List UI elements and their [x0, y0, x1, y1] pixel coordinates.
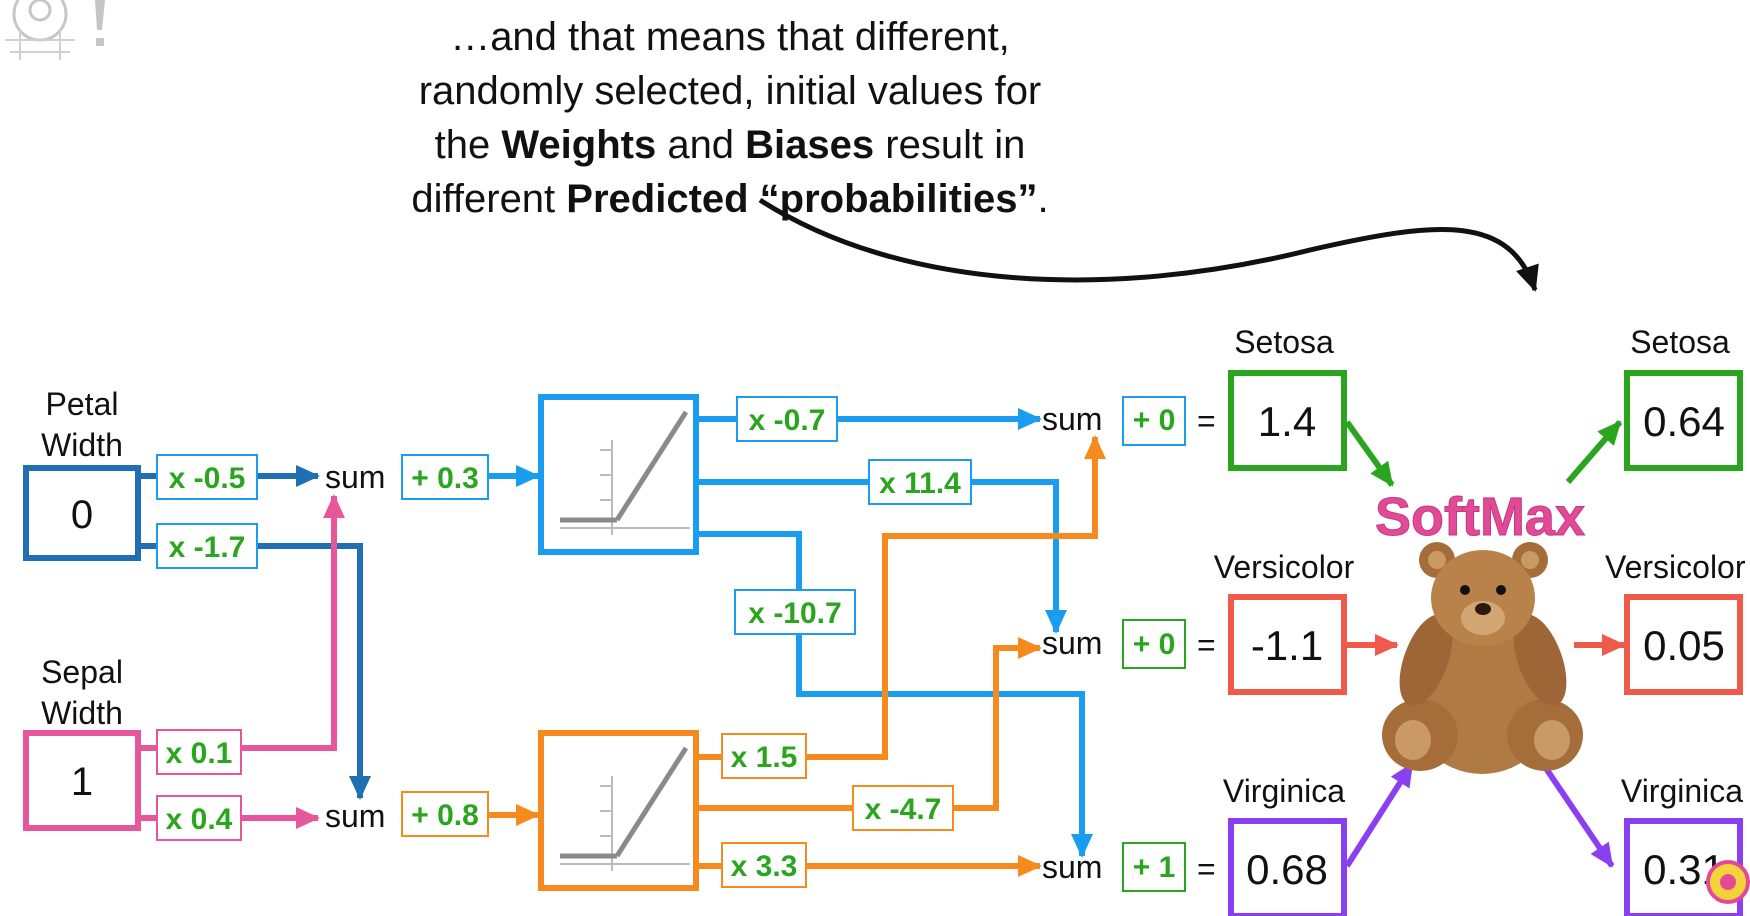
- caption-weights: Weights: [501, 123, 657, 167]
- caption-predicted: Predicted “probabilities”: [566, 177, 1038, 221]
- bias-top: + 0.3: [411, 462, 479, 495]
- weight-n2-virginica: x 3.3: [731, 850, 798, 883]
- caption-line-3-a: the: [434, 123, 502, 167]
- weight-n1-versicolor: x 11.4: [879, 467, 961, 500]
- pointer-arrow: [758, 197, 1539, 292]
- petal-input-value: 0: [71, 493, 93, 537]
- raw-label-versicolor: Versicolor: [1214, 549, 1355, 585]
- edge-n1-versicolor: [696, 479, 1067, 634]
- weight-box-petal-bottom: [156, 523, 258, 569]
- output-sum-versicolor: sum: [1042, 625, 1102, 661]
- edge-softmax-to-setosa: [1565, 420, 1623, 484]
- raw-box-versicolor: [1228, 594, 1347, 695]
- sepal-label-2: Width: [41, 695, 123, 731]
- weight-box-n1-versicolor: [868, 459, 972, 505]
- softmax-label: SoftMax: [1375, 487, 1585, 547]
- weight-box-petal-top: [156, 454, 258, 500]
- prob-label-setosa: Setosa: [1630, 324, 1730, 360]
- caption: …and that means that different, randomly…: [300, 10, 1160, 226]
- caption-line-3-e: result in: [874, 123, 1026, 167]
- prob-box-versicolor: [1624, 594, 1743, 695]
- caption-line-2: randomly selected, initial values for: [418, 69, 1042, 113]
- weight-box-sepal-bottom: [156, 795, 242, 841]
- relu-node-bottom: [538, 730, 699, 891]
- sepal-input-box: [23, 730, 141, 831]
- caption-line-4-a: different: [411, 177, 567, 221]
- edge-softmax-to-virginica: [1540, 762, 1615, 868]
- raw-value-setosa: 1.4: [1258, 398, 1316, 445]
- weight-box-n1-virginica: [734, 589, 856, 635]
- output-sum-setosa: sum: [1042, 401, 1102, 437]
- sepal-label-1: Sepal: [41, 654, 123, 690]
- raw-label-virginica: Virginica: [1223, 773, 1345, 809]
- hidden-sum-bottom: sum: [325, 798, 385, 834]
- weight-box-n2-versicolor: [852, 785, 954, 831]
- caption-biases: Biases: [745, 123, 875, 167]
- equals-setosa: =: [1197, 403, 1216, 439]
- output-bias-setosa: + 0: [1133, 404, 1176, 437]
- output-bias-box-versicolor: [1122, 619, 1186, 669]
- equals-virginica: =: [1197, 851, 1216, 887]
- edge-n2-versicolor: [696, 637, 1042, 811]
- sepal-input-value: 1: [71, 760, 93, 804]
- weight-sepal-bottom: x 0.4: [166, 803, 233, 836]
- weight-n2-setosa: x 1.5: [731, 741, 798, 774]
- weight-box-n2-setosa: [721, 733, 807, 779]
- hidden-sum-top: sum: [325, 459, 385, 495]
- bias-bottom: + 0.8: [411, 799, 479, 832]
- weight-box-n1-setosa: [736, 396, 838, 442]
- raw-box-setosa: [1228, 370, 1347, 471]
- weight-n1-virginica: x -10.7: [748, 597, 841, 630]
- relu-node-top: [538, 394, 699, 555]
- caption-line-1: …and that means that different,: [450, 15, 1010, 59]
- weight-sepal-top: x 0.1: [166, 737, 233, 770]
- prob-value-versicolor: 0.05: [1643, 622, 1725, 669]
- weight-n1-setosa: x -0.7: [749, 404, 826, 437]
- weight-petal-top: x -0.5: [169, 462, 246, 495]
- bias-box-top: [401, 454, 489, 500]
- edge-virginica-to-softmax: [1344, 762, 1415, 868]
- teddy-bear-icon: [1382, 542, 1583, 774]
- output-bias-versicolor: + 0: [1133, 628, 1176, 661]
- weight-box-sepal-top: [156, 729, 242, 775]
- output-sum-virginica: sum: [1042, 849, 1102, 885]
- raw-value-versicolor: -1.1: [1251, 622, 1323, 669]
- bias-box-bottom: [401, 791, 489, 837]
- caption-line-3-c: and: [656, 123, 746, 167]
- raw-value-virginica: 0.68: [1246, 846, 1328, 893]
- statquest-badge-icon: [1706, 860, 1750, 904]
- raw-label-setosa: Setosa: [1234, 324, 1334, 360]
- prob-value-setosa: 0.64: [1643, 398, 1725, 445]
- prob-label-versicolor: Versicolor: [1605, 549, 1746, 585]
- weight-petal-bottom: x -1.7: [169, 531, 246, 564]
- petal-label-2: Width: [41, 427, 123, 463]
- weight-box-n2-virginica: [721, 842, 807, 888]
- output-bias-box-virginica: [1122, 842, 1186, 892]
- output-bias-box-setosa: [1122, 396, 1186, 446]
- weight-n2-versicolor: x -4.7: [865, 793, 942, 826]
- output-bias-virginica: + 1: [1133, 851, 1176, 884]
- edge-setosa-to-softmax: [1344, 420, 1395, 487]
- raw-box-virginica: [1228, 818, 1347, 916]
- prob-box-setosa: [1624, 370, 1743, 471]
- prob-label-virginica: Virginica: [1621, 773, 1743, 809]
- edge-n1-virginica: [696, 531, 1093, 858]
- equals-versicolor: =: [1197, 627, 1216, 663]
- petal-input-box: [23, 465, 141, 561]
- caption-line-4-c: .: [1037, 177, 1049, 221]
- petal-label-1: Petal: [46, 386, 119, 422]
- logo-icon: [5, 0, 105, 60]
- edge-n2-setosa: [696, 435, 1106, 760]
